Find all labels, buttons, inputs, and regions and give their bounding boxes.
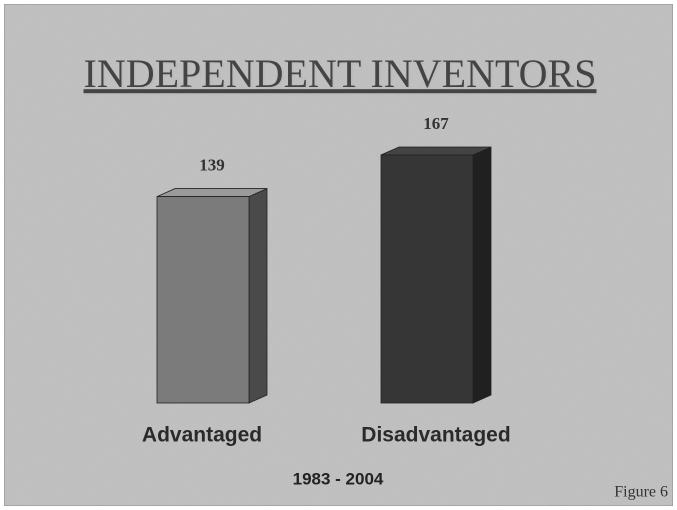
bar — [380, 154, 474, 404]
bar-side — [472, 146, 492, 404]
bar-top — [156, 188, 268, 197]
x-tick-label: Disadvantaged — [361, 424, 510, 447]
data-label: 167 — [423, 114, 449, 133]
bar — [156, 196, 250, 404]
data-label: 139 — [199, 155, 225, 174]
bar-side — [248, 187, 268, 404]
title-shadow: INDEPENDENT INVENTORS — [86, 53, 599, 98]
chart-title: INDEPENDENT INVENTORS — [84, 51, 597, 96]
x-axis-label: 1983 - 2004 — [293, 469, 384, 488]
x-tick-label: Advantaged — [142, 424, 262, 447]
bar-top — [380, 146, 492, 156]
figure-label: Figure 6 — [614, 484, 668, 501]
background — [3, 3, 674, 507]
